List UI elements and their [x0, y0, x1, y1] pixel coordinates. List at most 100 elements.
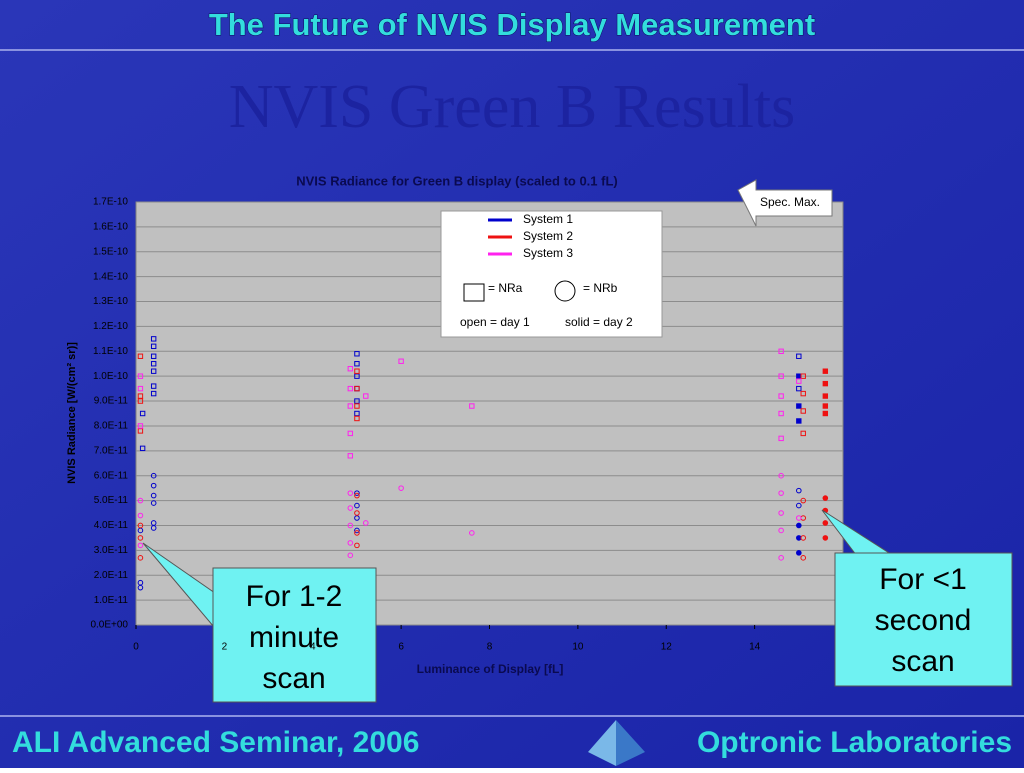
legend-label: System 1 — [523, 212, 573, 226]
y-tick-label: 0.0E+00 — [90, 620, 128, 631]
point — [469, 403, 475, 409]
point — [822, 368, 829, 374]
legend-label: System 2 — [523, 229, 573, 243]
legend-label: = NRb — [583, 281, 618, 295]
point — [347, 453, 354, 459]
y-tick-label: 5.0E-11 — [94, 495, 129, 506]
callout-text: scan — [262, 662, 325, 695]
point — [354, 492, 360, 499]
callouts: For 1-2 minute scan For <1 second scan — [142, 509, 1013, 703]
point — [796, 487, 802, 494]
point — [347, 490, 354, 496]
x-tick-label: 2 — [222, 642, 228, 653]
point — [139, 410, 146, 417]
annotation: Spec. Max. — [760, 195, 820, 209]
point — [347, 540, 354, 546]
y-tick-label: 2.0E-11 — [94, 570, 129, 581]
point — [796, 385, 802, 392]
point — [354, 490, 360, 496]
point — [354, 398, 360, 404]
point — [347, 403, 354, 409]
point — [822, 403, 829, 409]
point — [796, 378, 802, 384]
point — [354, 403, 360, 409]
spec-max: Spec. Max. — [737, 179, 833, 227]
point — [778, 527, 784, 534]
point — [150, 383, 157, 389]
point — [137, 428, 144, 434]
point — [354, 527, 360, 534]
point — [347, 430, 354, 437]
point — [347, 366, 354, 372]
callout-text: For <1 — [879, 563, 967, 596]
point — [398, 358, 404, 364]
point — [354, 530, 360, 536]
y-tick-label: 8.0E-11 — [94, 421, 129, 432]
x-tick-label: 14 — [749, 642, 761, 653]
point — [137, 535, 144, 541]
point — [354, 368, 360, 374]
point — [796, 522, 802, 529]
x-tick-label: 6 — [398, 642, 404, 653]
point — [796, 418, 802, 424]
point — [778, 393, 784, 399]
footer-left: ALI Advanced Seminar, 2006 — [12, 726, 419, 759]
point — [796, 403, 802, 409]
point — [800, 535, 807, 541]
point — [796, 550, 802, 556]
point — [796, 353, 802, 359]
point — [822, 380, 829, 387]
point — [354, 415, 360, 422]
point — [796, 502, 802, 509]
point — [347, 522, 354, 529]
point — [137, 385, 144, 392]
callout-text: scan — [891, 645, 954, 678]
y-tick-label: 3.0E-11 — [94, 545, 129, 556]
point — [137, 353, 144, 359]
x-tick-label: 10 — [572, 642, 584, 653]
point — [150, 343, 157, 350]
point — [800, 390, 806, 397]
point — [137, 398, 144, 404]
point — [796, 373, 802, 379]
point — [150, 525, 157, 531]
point — [778, 490, 784, 496]
y-tick-label: 7.0E-11 — [94, 445, 129, 456]
x-tick-label: 8 — [487, 642, 493, 653]
point — [150, 482, 157, 489]
legend-label: solid = day 2 — [565, 315, 633, 329]
x-tick-label: 12 — [661, 642, 673, 653]
point — [796, 515, 802, 521]
x-tick-label: 0 — [133, 642, 139, 653]
y-tick-label: 6.0E-11 — [94, 470, 129, 481]
point — [363, 393, 369, 399]
point — [800, 430, 806, 437]
point — [822, 410, 829, 417]
point — [150, 472, 157, 479]
point — [800, 408, 806, 414]
point — [778, 472, 784, 479]
point — [354, 510, 360, 516]
point — [347, 505, 354, 511]
slide-subtitle: NVIS Green B Results — [229, 73, 796, 141]
x-axis-label: Luminance of Display [fL] — [417, 662, 564, 676]
point — [347, 385, 354, 392]
point — [354, 361, 360, 367]
legend-label: open = day 1 — [460, 315, 530, 329]
point — [822, 495, 829, 501]
logo — [588, 720, 645, 766]
point — [800, 497, 807, 504]
point — [354, 542, 360, 549]
callout-text: second — [875, 604, 972, 637]
point — [398, 485, 404, 491]
point — [778, 555, 784, 561]
point — [137, 584, 144, 591]
y-tick-label: 1.4E-10 — [93, 271, 128, 282]
chart-title: NVIS Radiance for Green B display (scale… — [296, 173, 617, 188]
point — [150, 390, 157, 397]
point — [469, 530, 475, 536]
legend-label: System 3 — [523, 246, 573, 260]
y-tick-label: 1.6E-10 — [93, 222, 128, 233]
point — [354, 410, 360, 417]
y-axis-label: NVIS Radiance [W/(cm² sr)] — [66, 342, 78, 484]
